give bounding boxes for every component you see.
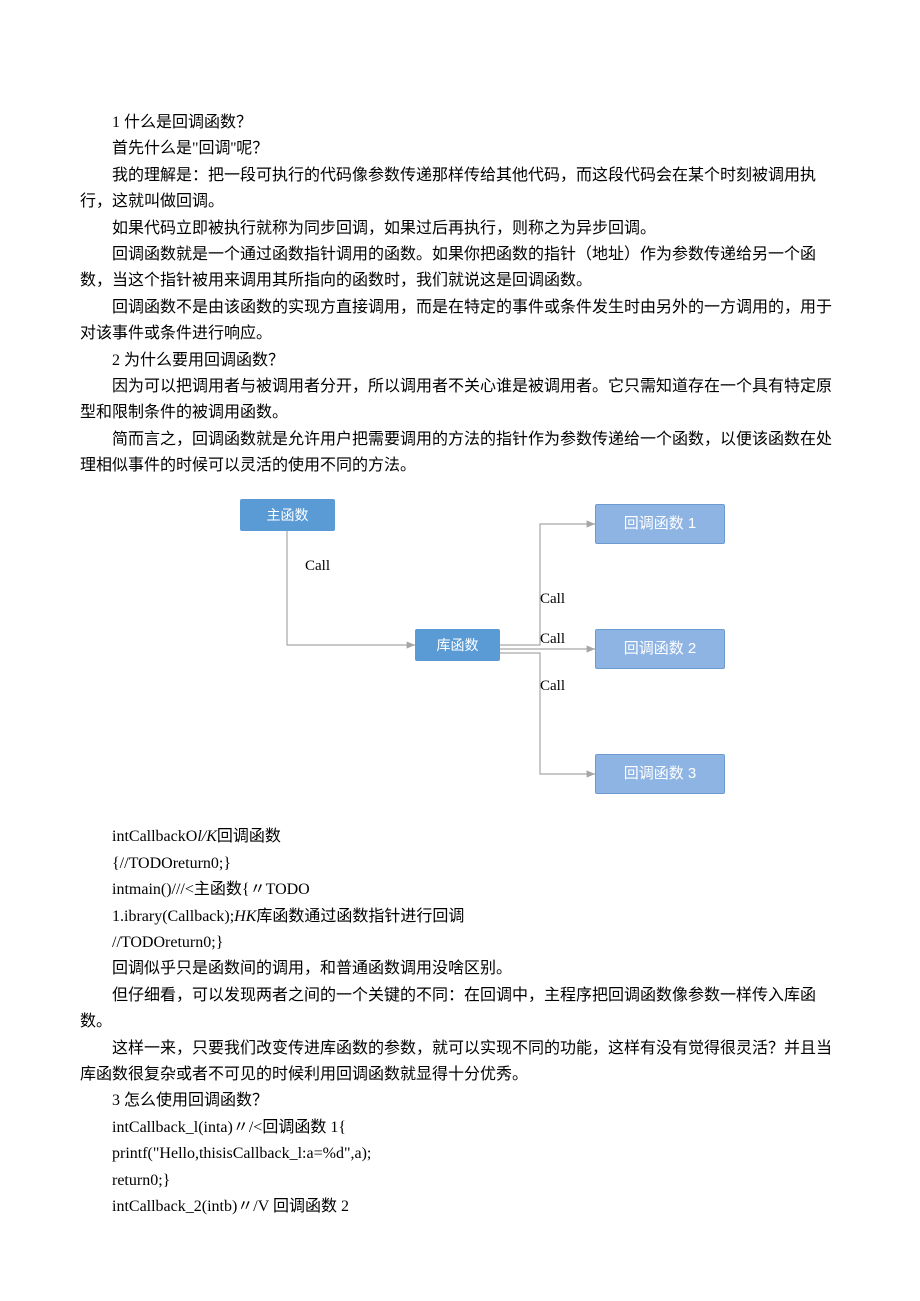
code-line: //TODOreturn0;}: [80, 930, 840, 956]
diagram-node-lib: 库函数: [415, 629, 500, 661]
diagram-edge-label: Call: [540, 587, 565, 612]
paragraph: 但仔细看，可以发现两者之间的一个关键的不同：在回调中，主程序把回调函数像参数一样…: [80, 983, 840, 1036]
paragraph: 回调函数就是一个通过函数指针调用的函数。如果你把函数的指针（地址）作为参数传递给…: [80, 242, 840, 295]
diagram-node-main: 主函数: [240, 499, 335, 531]
code-line: intCallback_2(intb)〃/V 回调函数 2: [80, 1194, 840, 1220]
code-line: intCallbackOl/K回调函数: [80, 824, 840, 850]
paragraph: 首先什么是"回调''呢？: [80, 136, 840, 162]
callback-diagram: 主函数库函数 回调函数 1 回调函数 2 回调函数 3 Call Call Call Cal…: [200, 499, 800, 814]
code-line: 1.ibrary(Callback);HK库函数通过函数指针进行回调: [80, 904, 840, 930]
document-page: 1 什么是回调函数？ 首先什么是"回调''呢？ 我的理解是：把一段可执行的代码像…: [0, 0, 920, 1280]
diagram-node-cb2: 回调函数 2: [595, 629, 725, 669]
paragraph: 如果代码立即被执行就称为同步回调，如果过后再执行，则称之为异步回调。: [80, 216, 840, 242]
code-line: {//TODOreturn0;}: [80, 851, 840, 877]
paragraph: 我的理解是：把一段可执行的代码像参数传递那样传给其他代码，而这段代码会在某个时刻…: [80, 163, 840, 216]
paragraph: 回调函数不是由该函数的实现方直接调用，而是在特定的事件或条件发生时由另外的一方调…: [80, 295, 840, 348]
diagram-edge-label: Call: [305, 554, 330, 579]
code-line: return0;}: [80, 1168, 840, 1194]
diagram-edge-0: [287, 531, 415, 645]
code-line: intmain()///<主函数{〃TODO: [80, 877, 840, 903]
diagram-edge-3: [500, 653, 595, 774]
paragraph: 因为可以把调用者与被调用者分开，所以调用者不关心谁是被调用者。它只需知道存在一个…: [80, 374, 840, 427]
diagram-edge-label: Call: [540, 627, 565, 652]
paragraph: 回调似乎只是函数间的调用，和普通函数调用没啥区别。: [80, 956, 840, 982]
code-text: 库函数通过函数指针进行回调: [256, 908, 464, 925]
paragraph: 3 怎么使用回调函数？: [80, 1088, 840, 1114]
code-text-italic: l/K: [197, 828, 217, 845]
code-text: 1.ibrary(Callback);: [112, 908, 234, 925]
diagram-node-cb3: 回调函数 3: [595, 754, 725, 794]
paragraph: 这样一来，只要我们改变传进库函数的参数，就可以实现不同的功能，这样有没有觉得很灵…: [80, 1036, 840, 1089]
paragraph: 简而言之，回调函数就是允许用户把需要调用的方法的指针作为参数传递给一个函数，以便…: [80, 427, 840, 480]
code-text-italic: HK: [234, 908, 256, 925]
diagram-node-cb1: 回调函数 1: [595, 504, 725, 544]
paragraph: 1 什么是回调函数？: [80, 110, 840, 136]
code-text: 回调函数: [217, 828, 281, 845]
code-line: intCallback_l(inta)〃/<回调函数 1{: [80, 1115, 840, 1141]
code-text: intCallbackO: [112, 828, 197, 845]
code-line: printf("Hello,thisisCallback_l:a=%d",a);: [80, 1141, 840, 1167]
diagram-edge-label: Call: [540, 674, 565, 699]
paragraph: 2 为什么要用回调函数？: [80, 348, 840, 374]
